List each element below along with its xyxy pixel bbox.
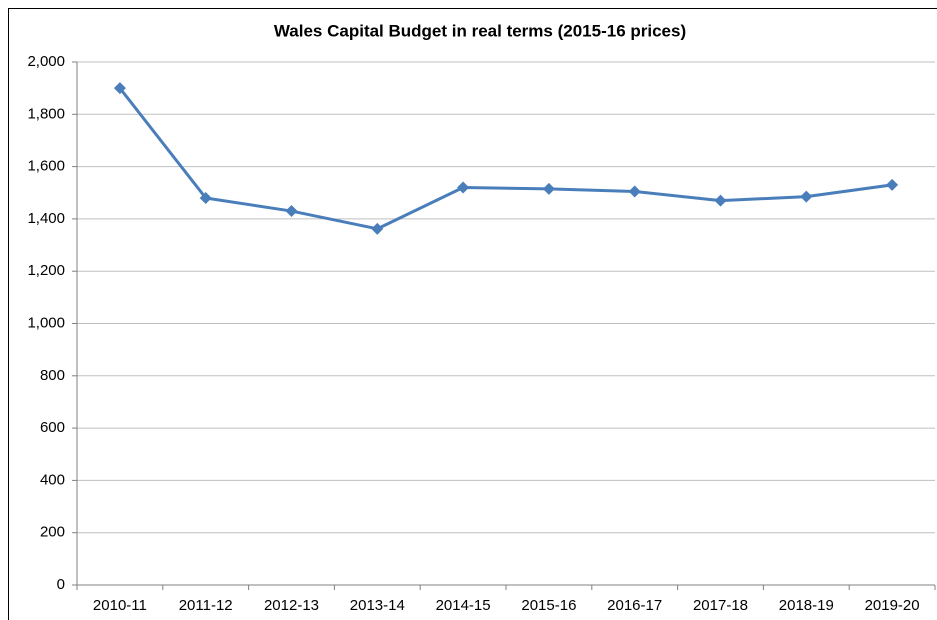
x-tick-label: 2016-17 bbox=[607, 597, 662, 614]
y-tick-label: 600 bbox=[40, 419, 65, 436]
x-tick-label: 2012-13 bbox=[264, 597, 319, 614]
y-tick-label: 1,400 bbox=[27, 210, 65, 227]
y-tick-label: 2,000 bbox=[27, 53, 65, 70]
marker bbox=[628, 185, 641, 198]
chart-border bbox=[8, 8, 937, 620]
marker bbox=[457, 181, 470, 194]
x-tick-label: 2018-19 bbox=[779, 597, 834, 614]
y-tick-label: 1,800 bbox=[27, 105, 65, 122]
marker bbox=[285, 205, 298, 218]
x-tick-label: 2011-12 bbox=[179, 597, 233, 614]
line-series bbox=[118, 87, 893, 231]
x-tick-label: 2019-20 bbox=[865, 597, 920, 614]
marker bbox=[371, 222, 384, 235]
marker bbox=[199, 191, 212, 204]
marker bbox=[800, 190, 813, 203]
y-tick-label: 1,600 bbox=[27, 158, 65, 175]
marker bbox=[714, 194, 727, 207]
chart-title: Wales Capital Budget in real terms (2015… bbox=[274, 21, 686, 40]
marker bbox=[886, 178, 899, 191]
marker bbox=[542, 182, 555, 195]
y-tick-label: 0 bbox=[57, 576, 65, 593]
marker bbox=[113, 82, 126, 95]
y-tick-label: 400 bbox=[40, 471, 65, 488]
x-tick-label: 2017-18 bbox=[693, 597, 748, 614]
y-tick-label: 1,200 bbox=[27, 262, 65, 279]
y-tick-label: 200 bbox=[40, 524, 65, 541]
x-tick-label: 2015-16 bbox=[521, 597, 576, 614]
y-tick-label: 800 bbox=[40, 367, 65, 384]
x-tick-label: 2014-15 bbox=[436, 597, 491, 614]
x-tick-label: 2010-11 bbox=[93, 597, 147, 614]
y-tick-label: 1,000 bbox=[27, 314, 65, 331]
x-tick-label: 2013-14 bbox=[350, 597, 405, 614]
